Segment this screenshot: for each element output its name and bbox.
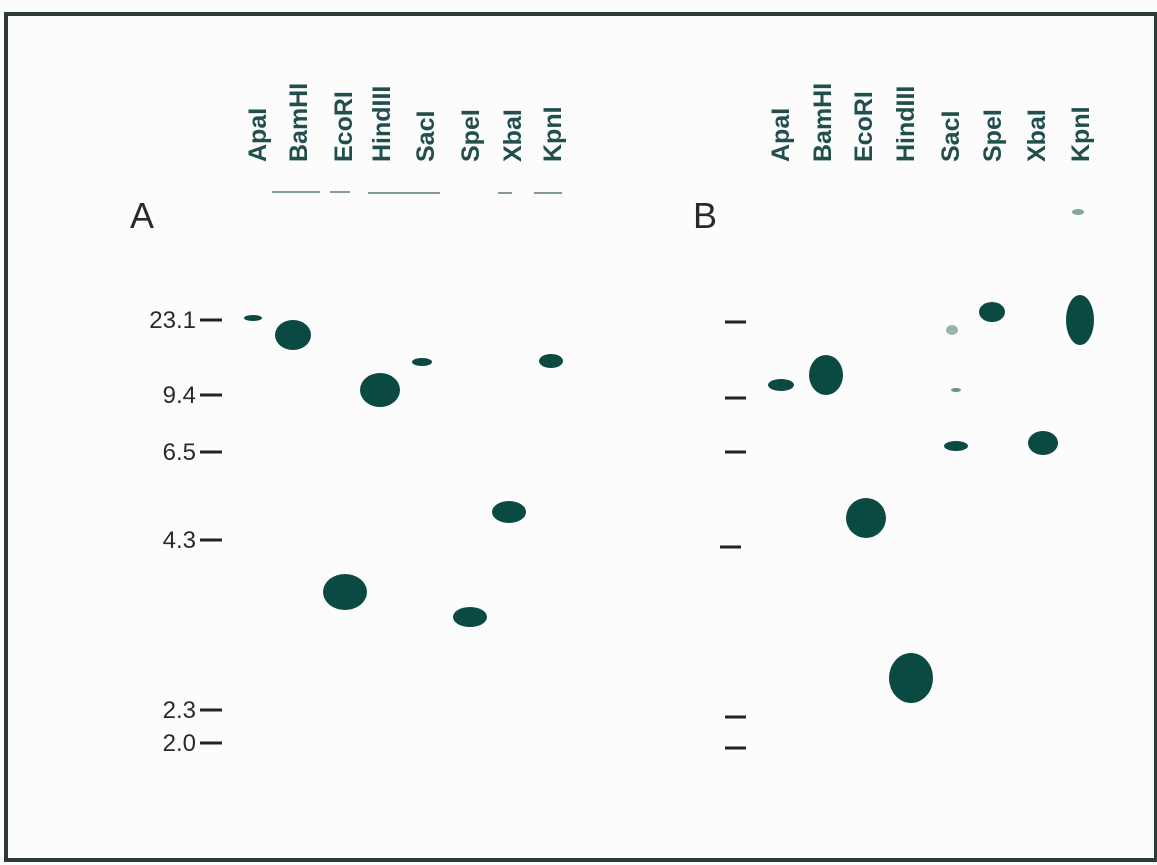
blot-figure: A ApaI BamHI EcoRI HindIII SacI SpeI XbaI KpnI 23…: [0, 0, 1157, 865]
lane-label: HindIII: [892, 86, 920, 162]
marker-label: 23.1: [149, 307, 196, 334]
lane-label: SacI: [937, 111, 965, 162]
panel-label: B: [693, 195, 717, 236]
lane-label: SpeI: [979, 109, 1007, 162]
marker-label: 9.4: [163, 382, 196, 409]
page: A ApaI BamHI EcoRI HindIII SacI SpeI XbaI KpnI 23…: [0, 0, 1157, 865]
lane-label: EcoRI: [330, 91, 358, 162]
marker-label: 6.5: [163, 439, 196, 466]
lane-label: KpnI: [539, 106, 567, 162]
lane-label: ApaI: [244, 108, 272, 162]
panel-label: A: [130, 195, 154, 236]
lane-label: XbaI: [499, 109, 527, 162]
marker-label: 4.3: [163, 527, 196, 554]
lane-label: SpeI: [457, 109, 485, 162]
lane-label: KpnI: [1067, 106, 1095, 162]
lane-label: ApaI: [767, 108, 795, 162]
lane-label: XbaI: [1023, 109, 1051, 162]
lane-label: BamHI: [285, 83, 313, 162]
marker-label: 2.3: [163, 697, 196, 724]
marker-label: 2.0: [163, 730, 196, 757]
lane-label: HindIII: [368, 86, 396, 162]
lane-label: SacI: [412, 111, 440, 162]
lane-label: EcoRI: [850, 91, 878, 162]
lane-label: BamHI: [809, 83, 837, 162]
